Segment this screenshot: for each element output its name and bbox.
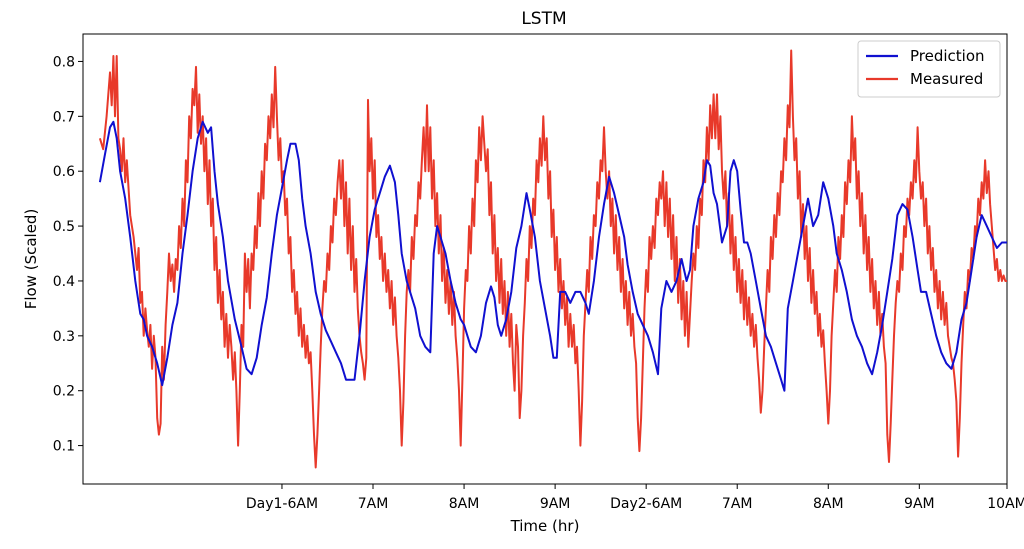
legend: Prediction Measured [857, 40, 1001, 98]
x-axis-label: Time (hr) [510, 517, 580, 535]
legend-label-prediction: Prediction [910, 47, 985, 65]
x-tick-label: 10AM [987, 496, 1024, 512]
y-tick-label: 0.5 [53, 219, 75, 235]
x-tick-label: 7AM [722, 496, 753, 512]
x-tick-label: 9AM [904, 496, 935, 512]
series-line-prediction [98, 120, 1007, 392]
series-lines [98, 49, 1007, 469]
x-tick-label: Day1-6AM [246, 496, 318, 512]
y-tick-label: 0.4 [53, 274, 75, 290]
series-line-measured [98, 49, 1007, 469]
y-tick-label: 0.7 [53, 109, 75, 125]
y-tick-label: 0.8 [53, 54, 75, 70]
legend-label-measured: Measured [910, 70, 983, 88]
x-tick-label: Day2-6AM [610, 496, 682, 512]
x-tick-label: 8AM [449, 496, 480, 512]
y-tick-label: 0.6 [53, 164, 75, 180]
chart-title: LSTM [521, 9, 566, 29]
x-tick-label: 8AM [813, 496, 844, 512]
y-axis-label: Flow (Scaled) [22, 209, 40, 310]
y-axis: 0.1 0.2 0.3 0.4 0.5 0.6 0.7 0.8 [53, 54, 83, 455]
y-tick-label: 0.1 [53, 439, 75, 455]
x-tick-label: 9AM [540, 496, 571, 512]
y-tick-label: 0.3 [53, 329, 75, 345]
x-axis: Day1-6AM 7AM 8AM 9AM Day2-6AM 7AM 8AM 9AM 10AM [246, 484, 1024, 512]
y-tick-label: 0.2 [53, 384, 75, 400]
x-tick-label: 7AM [358, 496, 389, 512]
